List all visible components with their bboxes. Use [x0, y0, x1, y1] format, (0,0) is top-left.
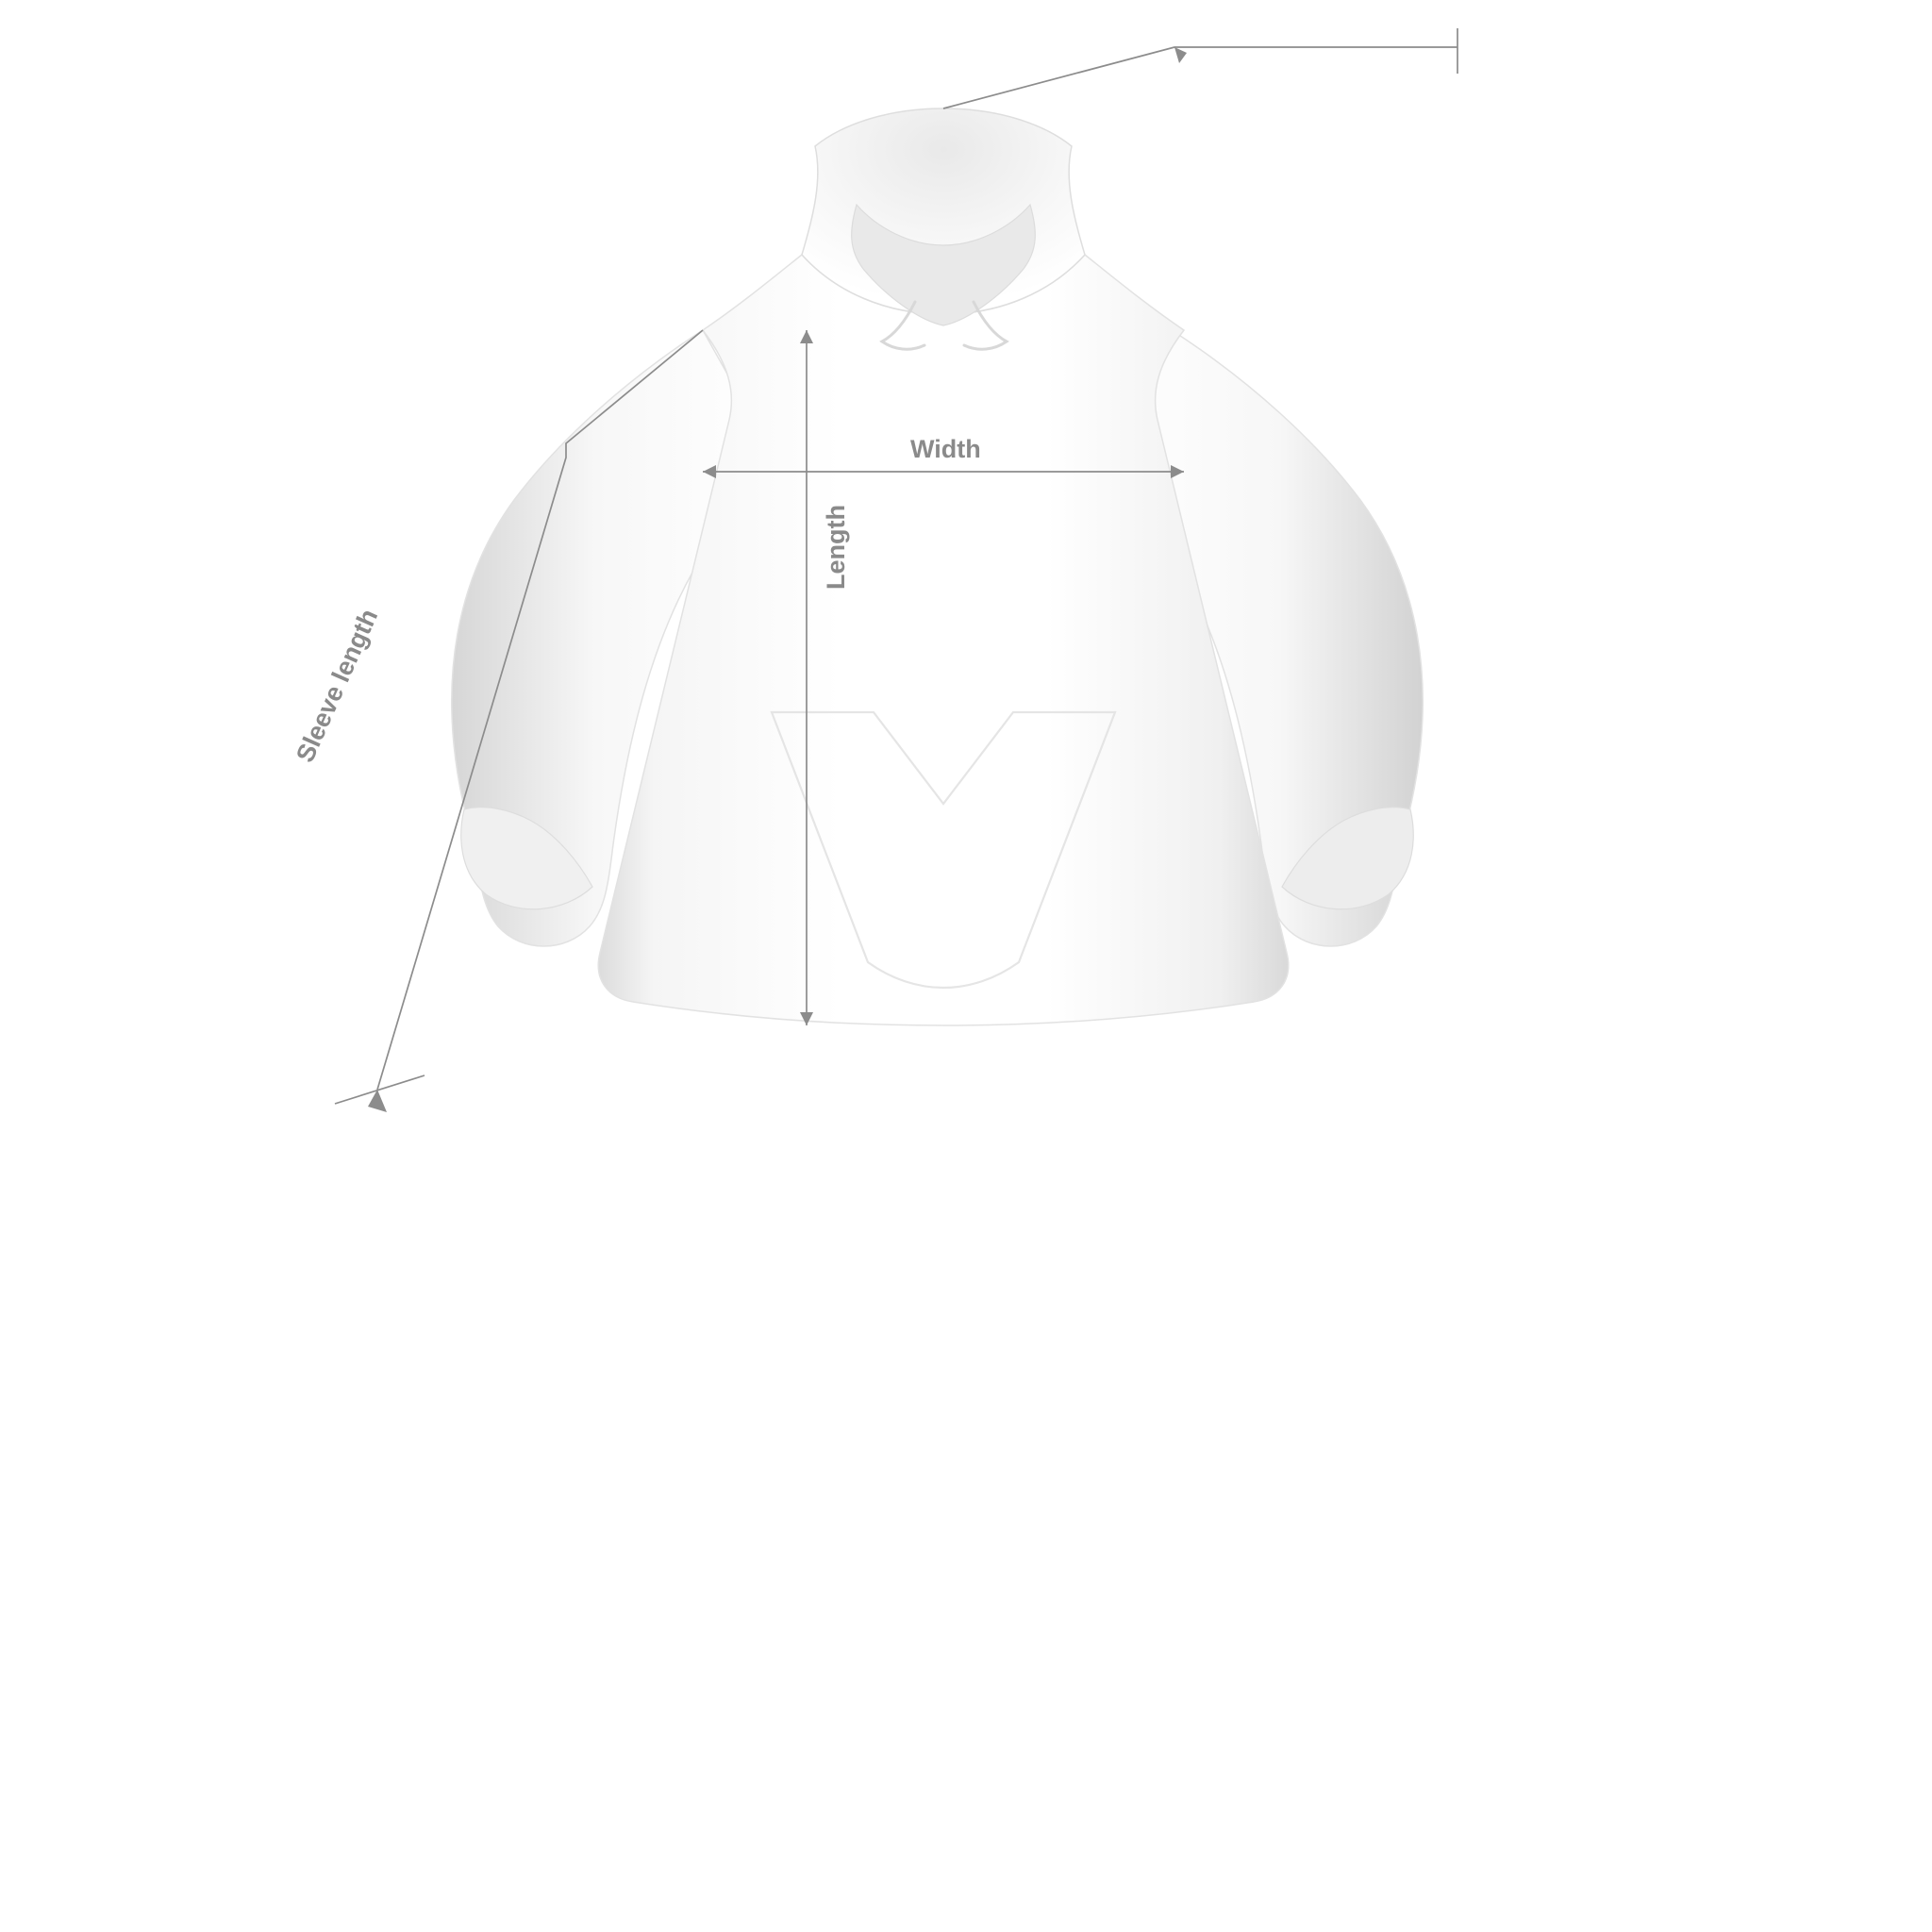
- svg-text:Length: Length: [822, 505, 850, 590]
- svg-text:Width: Width: [910, 435, 981, 463]
- svg-text:Sleeve length: Sleeve length: [291, 605, 383, 766]
